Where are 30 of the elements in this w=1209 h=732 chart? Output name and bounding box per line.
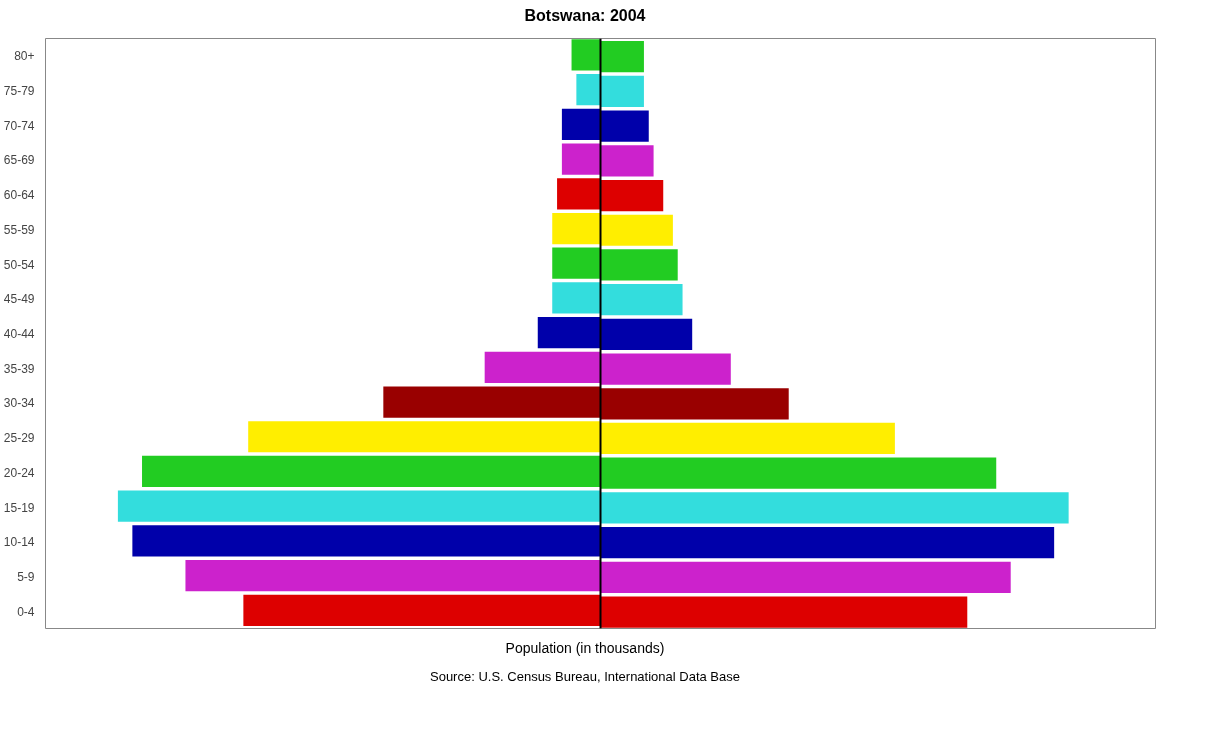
bar xyxy=(600,214,673,246)
y-tick-label: 5-9 xyxy=(17,569,35,584)
source-note: Source: U.S. Census Bureau, International Data Base xyxy=(429,667,740,686)
y-tick-label: 35-39 xyxy=(3,361,35,376)
y-tick-label: 40-44 xyxy=(3,326,35,341)
y-tick-label: 15-19 xyxy=(3,500,35,515)
y-tick-label: 50-54 xyxy=(3,257,35,272)
y-tick-label: 0-4 xyxy=(17,604,35,619)
bar xyxy=(600,388,789,420)
bar xyxy=(600,596,968,628)
bar xyxy=(600,179,664,212)
y-tick-label: 20-24 xyxy=(3,465,35,480)
y-tick-label: 25-29 xyxy=(3,430,35,445)
bar xyxy=(243,594,601,626)
y-tick-label: 60-64 xyxy=(3,188,35,203)
bar xyxy=(552,212,601,244)
bar xyxy=(248,420,601,453)
bar xyxy=(557,178,601,210)
y-tick-label: 80+ xyxy=(14,49,35,64)
y-tick-label: 45-49 xyxy=(3,292,35,307)
bar xyxy=(383,386,601,418)
y-tick-label: 30-34 xyxy=(3,396,35,411)
bar xyxy=(600,422,895,454)
y-tick-label: 55-59 xyxy=(3,222,35,237)
chart-title: Botswana: 2004 xyxy=(524,6,646,26)
y-tick-label: 65-69 xyxy=(3,153,35,168)
x-axis-title: Population (in thousands) xyxy=(505,638,665,658)
y-tick-label: 70-74 xyxy=(3,118,35,133)
y-tick-label: 10-14 xyxy=(3,535,35,550)
y-tick-label: 75-79 xyxy=(3,83,35,98)
